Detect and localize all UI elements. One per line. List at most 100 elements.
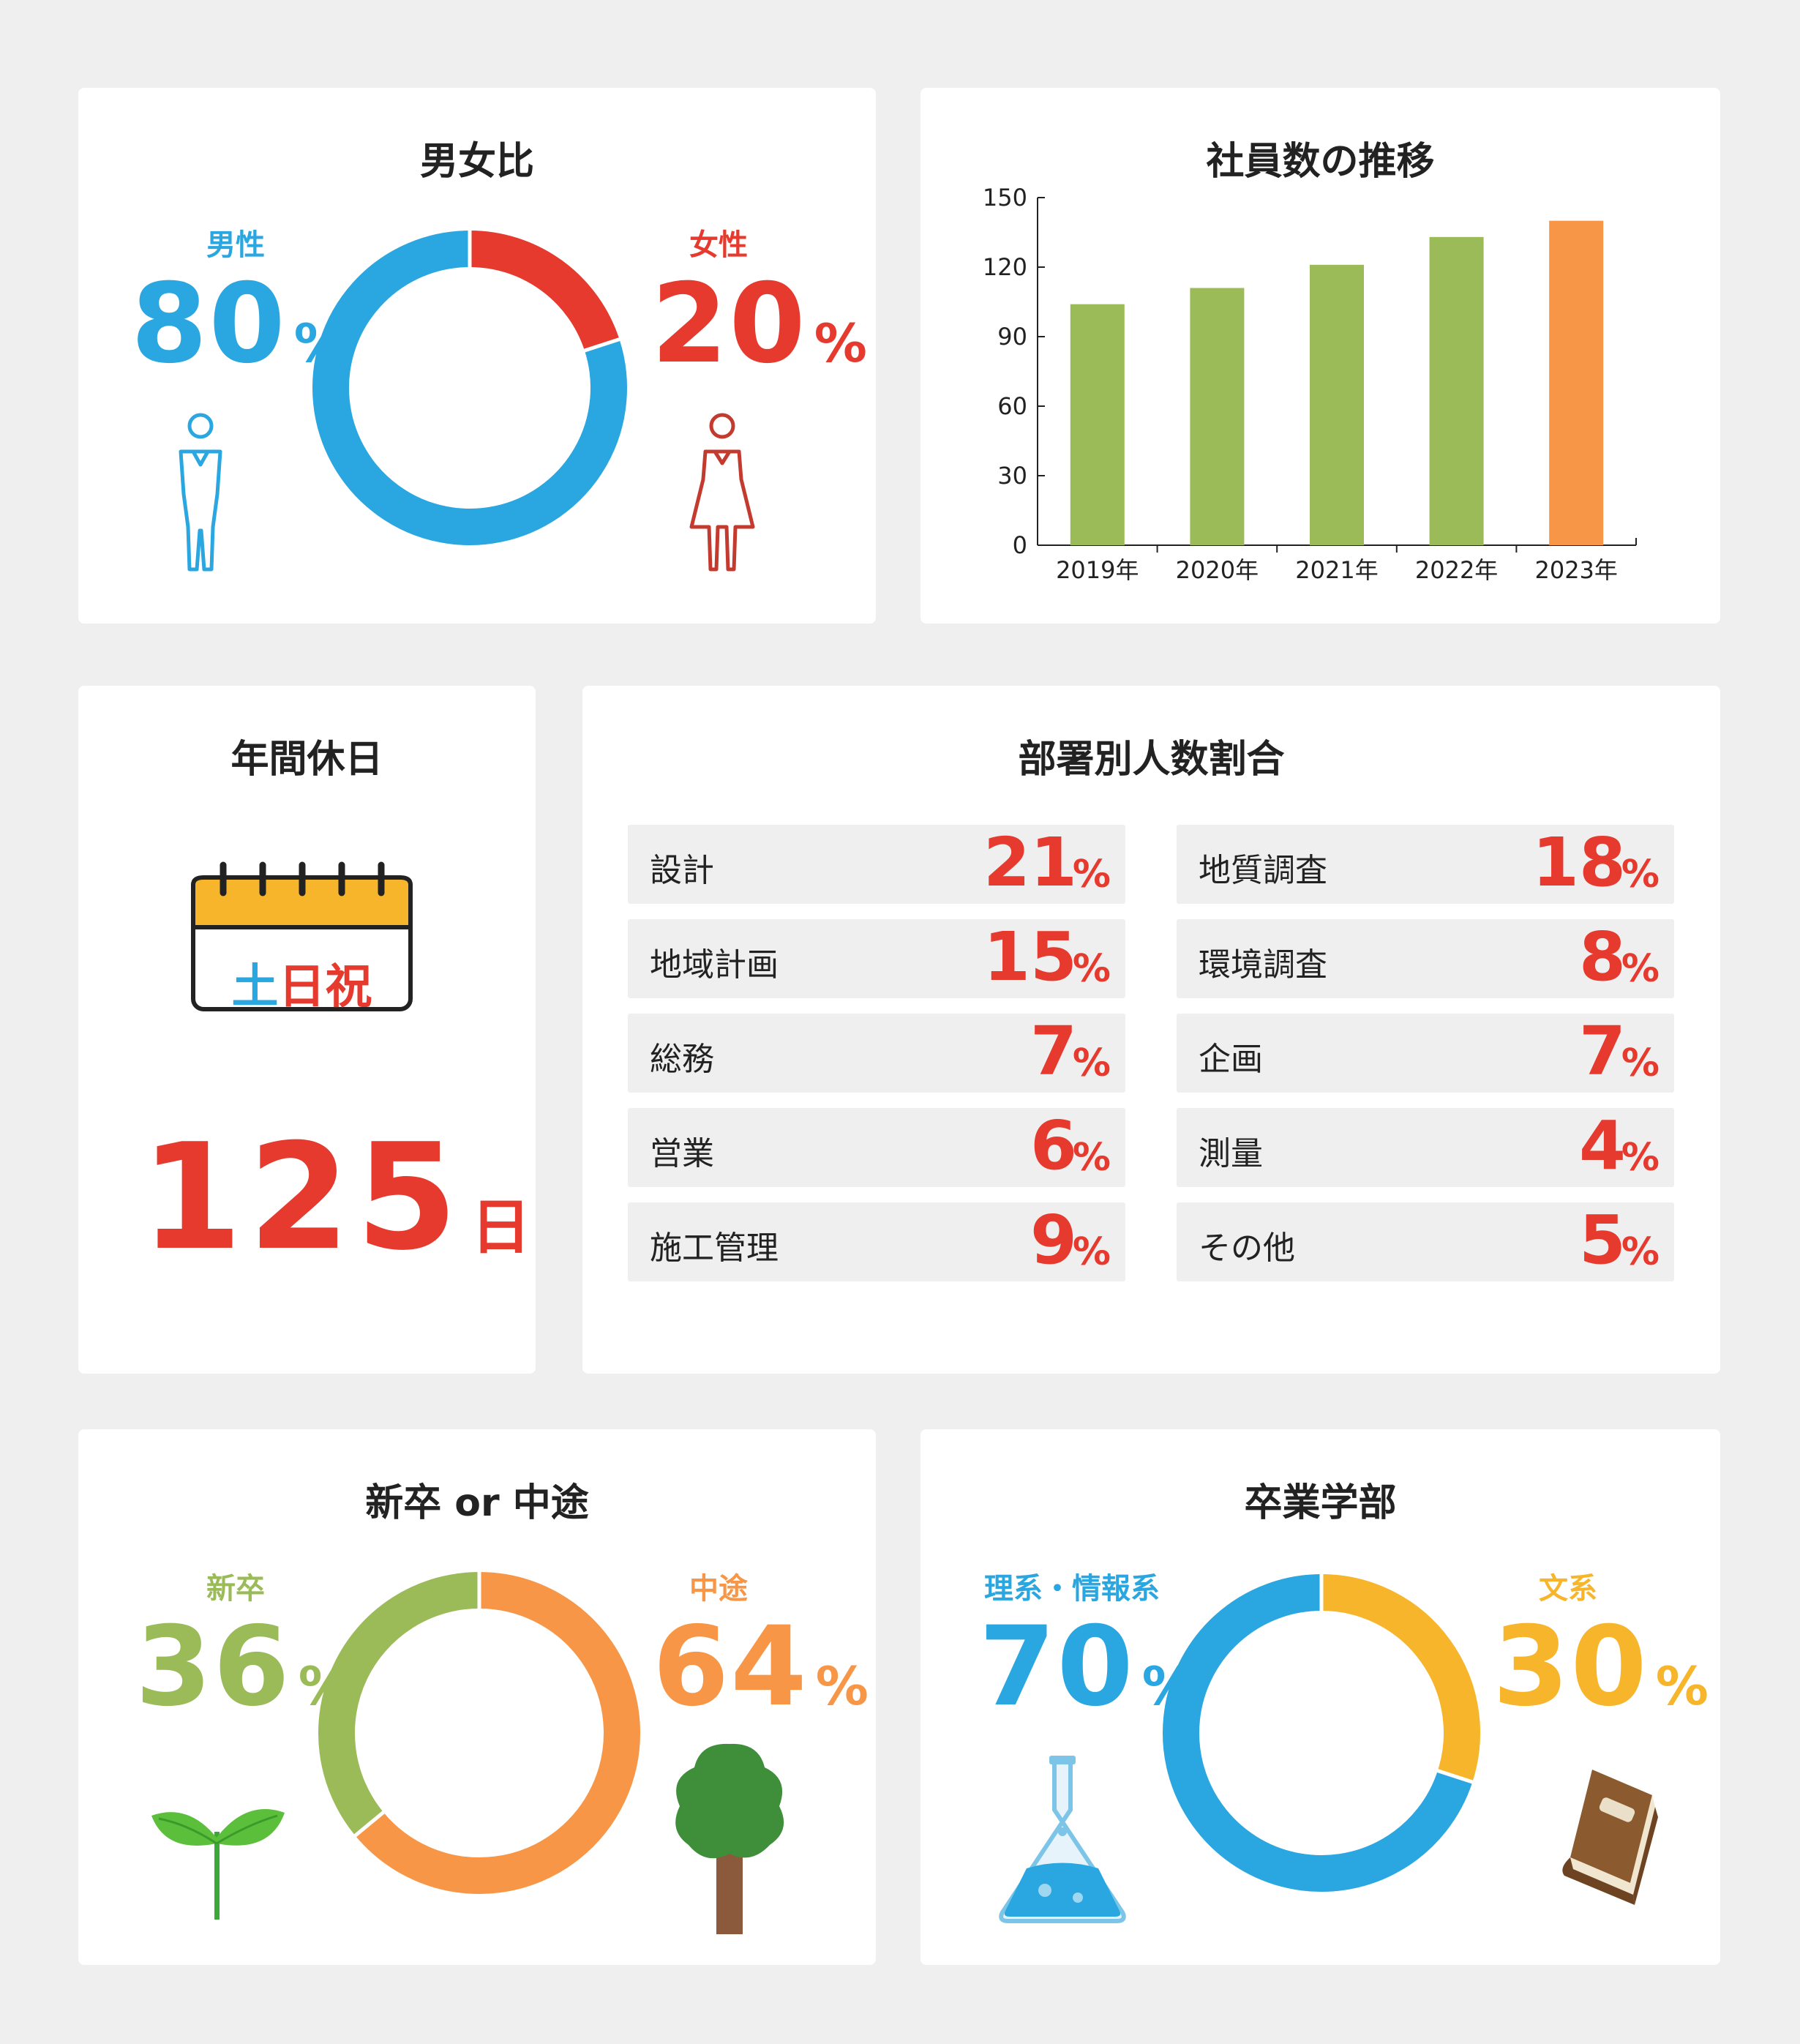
bar-2022年 [1429, 236, 1484, 545]
female-label: 女性 [689, 228, 748, 262]
holidays-value: 125 日 [140, 1125, 531, 1271]
x-tick-label: 2019年 [1056, 556, 1139, 584]
rikei-percentage: 70% [979, 1612, 1196, 1722]
employees-title: 社員数の推移 [1206, 140, 1435, 184]
department-pct-sign: % [1072, 947, 1111, 991]
hiring-svg [151, 1554, 784, 1934]
department-value: 6 [1030, 1107, 1077, 1185]
department-value: 4 [1578, 1107, 1626, 1185]
tree-icon [675, 1743, 784, 1934]
bar-2020年 [1190, 288, 1245, 545]
chuto-percentage: 64% [653, 1612, 870, 1722]
x-tick-label: 2020年 [1176, 556, 1259, 584]
bar-2021年 [1310, 264, 1364, 545]
bunkei-value: 30 [1493, 1603, 1649, 1731]
y-tick-label: 30 [997, 462, 1027, 490]
department-pct-sign: % [1621, 947, 1660, 991]
department-value: 7 [1578, 1012, 1626, 1090]
x-tick-label: 2021年 [1295, 556, 1378, 584]
holidays-unit: 日 [470, 1193, 531, 1262]
faculty-svg [999, 1556, 1658, 1923]
calendar-text-saturday: 土 [231, 960, 279, 1014]
rikei-value: 70 [979, 1603, 1135, 1731]
department-name: 地域計画 [650, 946, 779, 984]
bar-2023年 [1549, 220, 1604, 545]
department-pct-sign: % [1621, 1230, 1660, 1274]
y-tick-label: 60 [997, 392, 1027, 420]
department-name: 地質調査 [1199, 852, 1327, 889]
bunkei-pct-sign: % [1655, 1655, 1710, 1717]
donut-slice-1 [1163, 1574, 1473, 1892]
department-value: 21 [983, 823, 1077, 902]
bunkei-percentage: 30% [1493, 1612, 1710, 1722]
flask-icon [999, 1756, 1126, 1923]
department-row: 地域計画 15% [628, 919, 1125, 998]
female-pct-sign: % [814, 312, 869, 374]
department-value: 15 [983, 918, 1077, 996]
y-tick-label: 90 [997, 323, 1027, 351]
female-value: 20 [651, 261, 807, 388]
department-pct-sign: % [1072, 853, 1111, 896]
department-row: 環境調査 8% [1177, 919, 1674, 998]
department-pct-sign: % [1621, 853, 1660, 896]
bar-2019年 [1070, 304, 1125, 545]
department-value: 18 [1531, 823, 1626, 902]
female-percentage: 20% [651, 269, 869, 379]
faculty-card: 卒業学部 理系・情報系 70% 文系 30% [920, 1429, 1720, 1965]
donut-slice-0 [355, 1572, 640, 1894]
calendar-text-sunday-holiday: 日祝 [278, 960, 372, 1014]
department-row: 営業 6% [628, 1108, 1125, 1187]
gender-svg [179, 212, 755, 572]
hiring-donut [318, 1554, 640, 1894]
employees-bar-chart: 0 30 60 90 120 150 2019年 2020年 2021年 2022年 2023年 [983, 184, 1637, 584]
department-pct-sign: % [1072, 1230, 1111, 1274]
x-tick-label: 2023年 [1534, 556, 1617, 584]
department-name: その他 [1199, 1229, 1295, 1267]
department-name: 企画 [1199, 1041, 1263, 1078]
donut-slice-0 [469, 231, 620, 351]
donut-slice-1 [318, 1572, 480, 1836]
donut-slice-0 [1321, 1574, 1480, 1783]
departments-card: 部署別人数割合 設計 21% 地域計画 15% 総務 7% 営業 6% 施工管理 9% 地質調査 1… [582, 686, 1720, 1374]
department-pct-sign: % [1621, 1136, 1660, 1180]
y-tick-label: 0 [1013, 531, 1027, 559]
y-tick-label: 150 [983, 184, 1027, 211]
department-pct-sign: % [1072, 1136, 1111, 1180]
department-name: 設計 [650, 852, 714, 889]
department-row: 企画 7% [1177, 1014, 1674, 1093]
donut-separator [566, 332, 638, 359]
y-tick-label: 120 [983, 253, 1027, 281]
employees-card: 社員数の推移 0 30 60 90 120 150 2019年 2020年 2021年 2022年… [920, 88, 1720, 624]
department-row: 地質調査 18% [1177, 825, 1674, 904]
gender-card: 男女比 男性 80% 女性 20% [78, 88, 876, 624]
chuto-value: 64 [653, 1603, 809, 1731]
chuto-pct-sign: % [815, 1655, 870, 1717]
rikei-label: 理系・情報系 [984, 1572, 1160, 1606]
donut-slice-1 [312, 231, 627, 545]
shinsotsu-value: 36 [135, 1603, 291, 1731]
department-row: 総務 7% [628, 1014, 1125, 1093]
chuto-label: 中途 [689, 1572, 748, 1606]
department-row: その他 5% [1177, 1202, 1674, 1281]
shinsotsu-label: 新卒 [206, 1572, 265, 1606]
bunkei-label: 文系 [1539, 1572, 1597, 1606]
employees-chart: 0 30 60 90 120 150 2019年 2020年 2021年 2022年 2023年 [983, 184, 1637, 584]
department-name: 施工管理 [650, 1229, 779, 1267]
department-name: 総務 [650, 1041, 714, 1078]
gender-title: 男女比 [419, 140, 534, 184]
donut-separator [340, 1799, 399, 1849]
department-row: 施工管理 9% [628, 1202, 1125, 1281]
hiring-card: 新卒 or 中途 新卒 36% 中途 64% [78, 1429, 876, 1965]
department-row: 設計 21% [628, 825, 1125, 904]
department-pct-sign: % [1621, 1041, 1660, 1085]
department-value: 7 [1030, 1012, 1077, 1090]
sprout-icon [151, 1808, 285, 1920]
calendar-text: 土日祝 [193, 964, 410, 1011]
male-value: 80 [131, 261, 287, 388]
book-icon [1562, 1770, 1658, 1905]
faculty-donut [1163, 1556, 1490, 1892]
department-row: 測量 4% [1177, 1108, 1674, 1187]
gender-donut [312, 212, 638, 545]
donut-separator [1420, 1763, 1490, 1790]
department-pct-sign: % [1072, 1041, 1111, 1085]
